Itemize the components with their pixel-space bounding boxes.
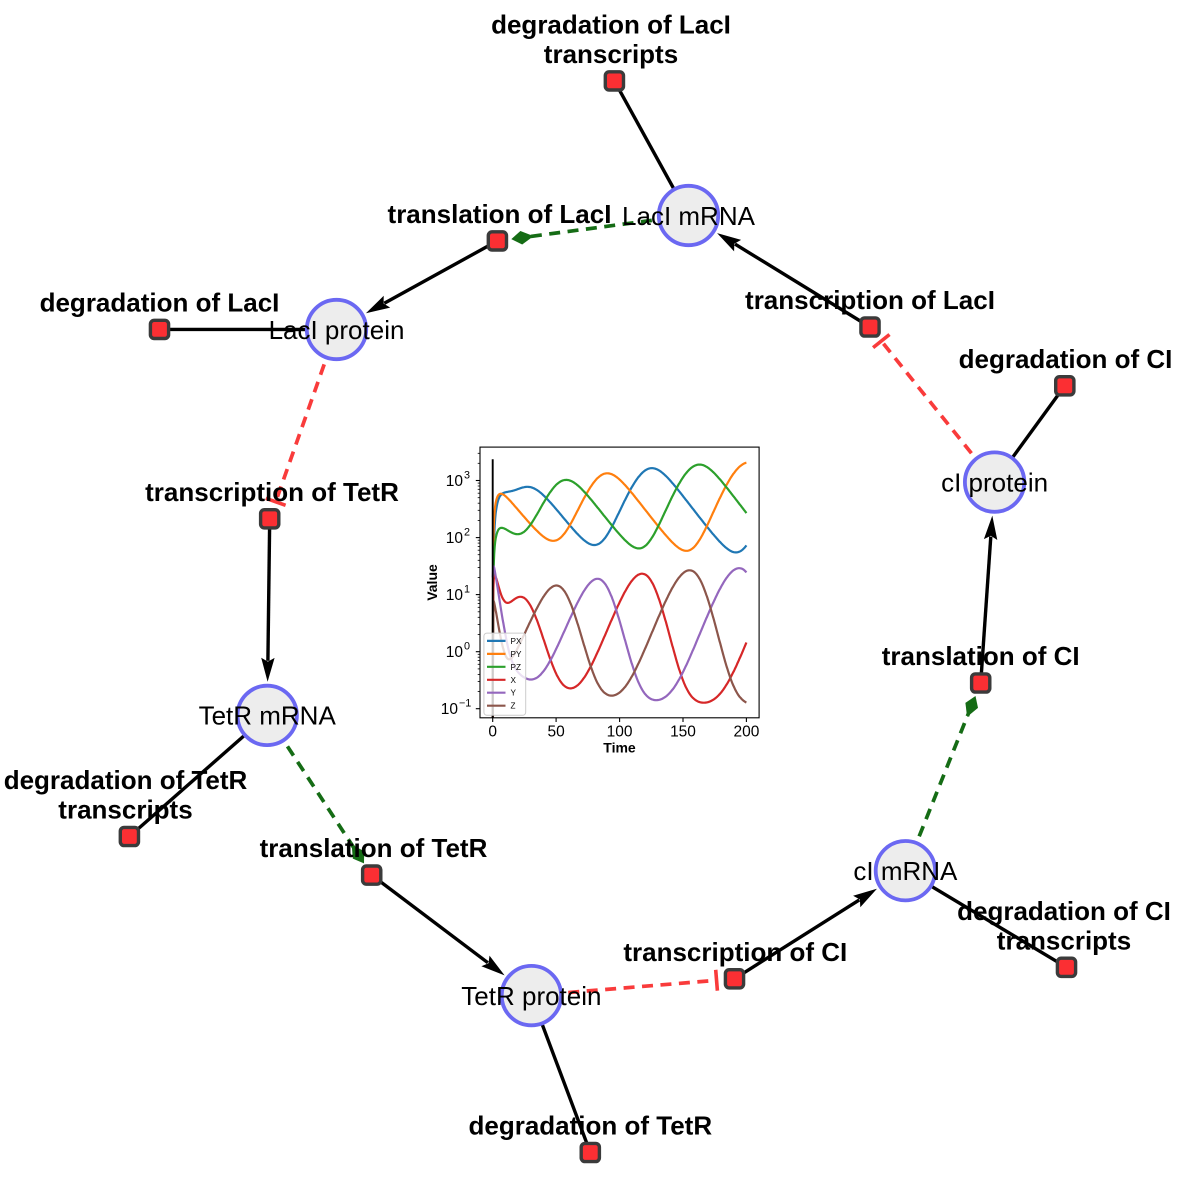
- svg-text:10: 10: [446, 530, 464, 547]
- svg-text:transcripts: transcripts: [58, 795, 192, 825]
- svg-text:transcription of LacI: transcription of LacI: [745, 285, 995, 315]
- svg-text:10: 10: [441, 701, 459, 718]
- svg-text:degradation of CI: degradation of CI: [959, 344, 1173, 374]
- svg-text:degradation of TetR: degradation of TetR: [4, 765, 248, 795]
- svg-text:Value: Value: [424, 564, 440, 601]
- svg-text:3: 3: [464, 470, 470, 482]
- svg-text:Y: Y: [511, 689, 517, 698]
- svg-text:TetR protein: TetR protein: [461, 981, 601, 1011]
- svg-text:degradation of LacI: degradation of LacI: [40, 287, 280, 317]
- svg-text:degradation of TetR: degradation of TetR: [468, 1111, 712, 1141]
- svg-text:LacI mRNA: LacI mRNA: [622, 201, 756, 231]
- svg-text:transcription of TetR: transcription of TetR: [145, 477, 399, 507]
- svg-text:2: 2: [464, 527, 470, 539]
- svg-text:PY: PY: [511, 650, 522, 659]
- svg-text:degradation of LacI: degradation of LacI: [491, 9, 731, 39]
- svg-text:200: 200: [733, 724, 759, 741]
- svg-text:−1: −1: [459, 698, 471, 710]
- svg-text:TetR mRNA: TetR mRNA: [199, 701, 337, 731]
- svg-text:150: 150: [670, 724, 696, 741]
- svg-text:transcripts: transcripts: [544, 39, 678, 69]
- svg-text:100: 100: [607, 724, 633, 741]
- svg-text:transcription of CI: transcription of CI: [623, 937, 847, 967]
- svg-text:translation of CI: translation of CI: [882, 641, 1080, 671]
- svg-text:translation of LacI: translation of LacI: [388, 199, 612, 229]
- svg-text:transcripts: transcripts: [997, 925, 1131, 955]
- svg-text:X: X: [511, 676, 517, 685]
- svg-text:0: 0: [488, 724, 497, 741]
- svg-text:10: 10: [446, 587, 464, 604]
- svg-text:50: 50: [547, 724, 565, 741]
- svg-text:Z: Z: [511, 702, 516, 711]
- svg-text:cI protein: cI protein: [941, 467, 1048, 497]
- svg-text:PZ: PZ: [511, 663, 521, 672]
- svg-text:translation of TetR: translation of TetR: [260, 833, 488, 863]
- svg-text:10: 10: [446, 644, 464, 661]
- svg-text:Time: Time: [603, 740, 636, 756]
- svg-text:degradation of CI: degradation of CI: [957, 896, 1171, 926]
- svg-text:10: 10: [446, 473, 464, 490]
- svg-text:0: 0: [464, 641, 470, 653]
- svg-text:PX: PX: [511, 637, 522, 646]
- svg-text:cI mRNA: cI mRNA: [853, 856, 958, 886]
- svg-text:1: 1: [464, 584, 470, 596]
- svg-text:LacI protein: LacI protein: [269, 315, 405, 345]
